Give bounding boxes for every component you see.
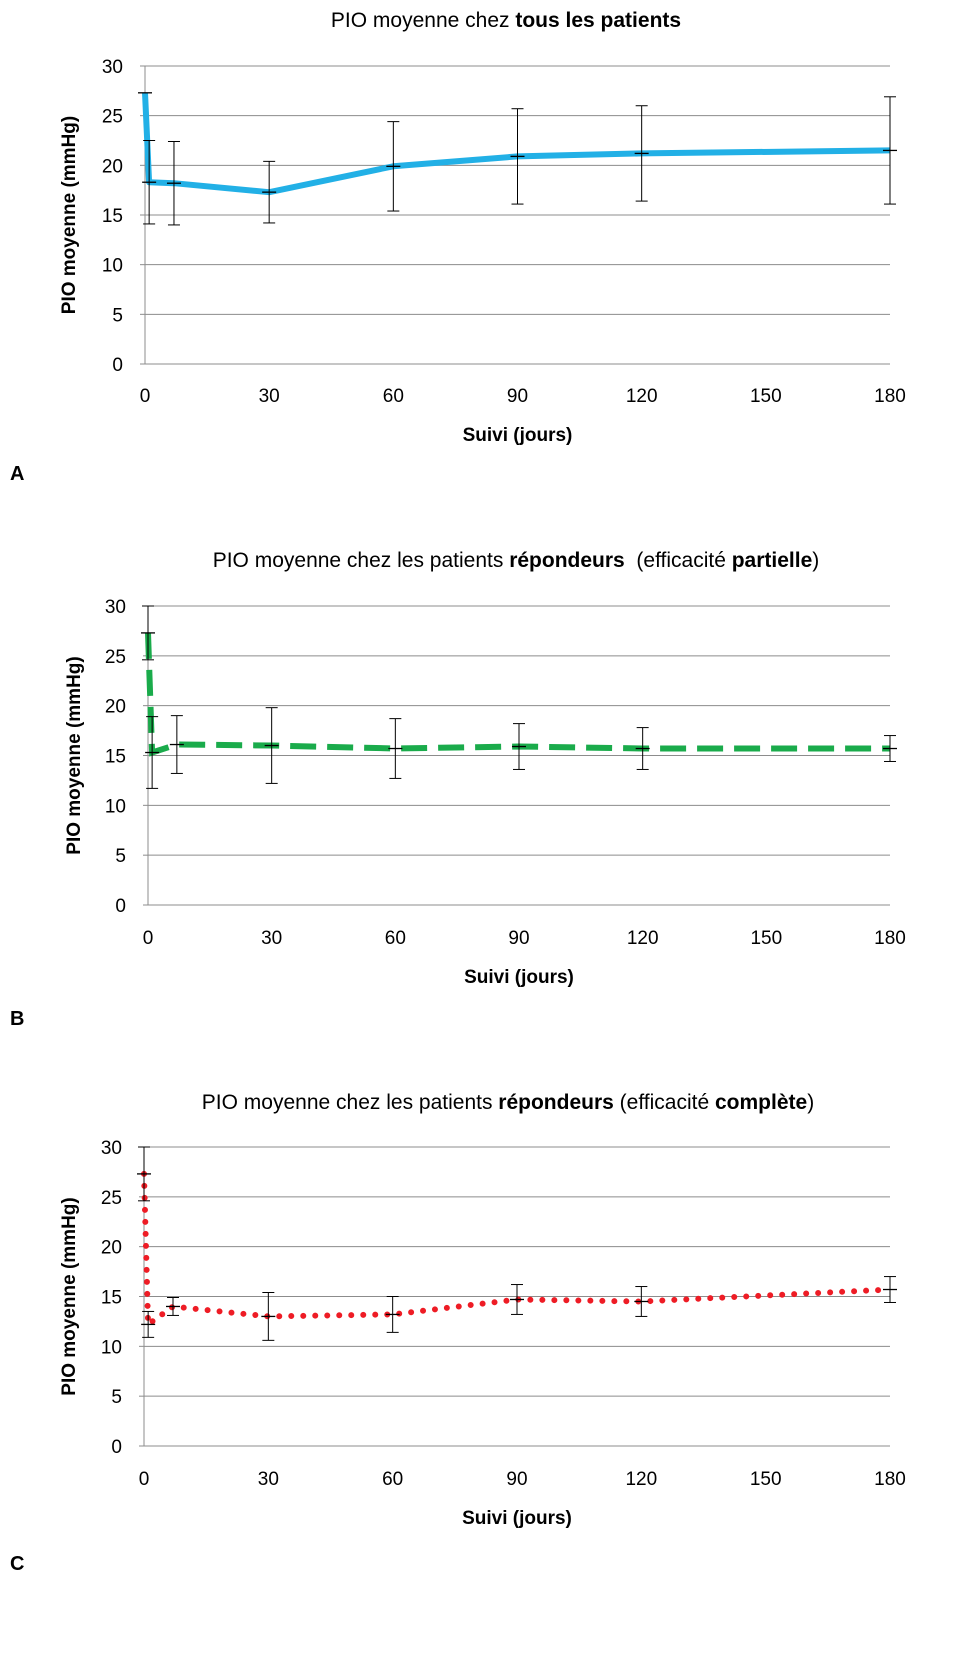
y-axis-label: PIO moyenne (mmHg)	[64, 656, 85, 854]
chart-title-run: )	[812, 549, 819, 572]
y-tick-label: 10	[102, 256, 123, 277]
x-tick-label: 90	[508, 928, 529, 949]
y-tick-label: 25	[101, 1188, 122, 1209]
chart-title-run: répondeurs	[498, 1091, 614, 1114]
x-tick-label: 90	[506, 1469, 527, 1490]
y-tick-label: 30	[101, 1138, 122, 1159]
x-tick-label: 30	[259, 386, 280, 407]
y-tick-label: 15	[105, 747, 126, 768]
series-line	[145, 632, 890, 757]
y-tick-label: 10	[105, 796, 126, 817]
x-tick-label: 180	[874, 1469, 906, 1490]
chart-title-run: partielle	[732, 549, 813, 572]
series-line	[141, 1170, 893, 1331]
y-tick-label: 5	[115, 846, 126, 867]
y-tick-label: 30	[105, 597, 126, 618]
x-tick-label: 150	[750, 1469, 782, 1490]
chart-title-run: (efficacité	[614, 1091, 715, 1114]
panel-letter: A	[10, 463, 24, 485]
x-tick-label: 120	[625, 1469, 657, 1490]
panel-letter: B	[10, 1008, 24, 1030]
chart-panel-B: PIO moyenne chez les patients répondeurs…	[10, 549, 906, 1030]
y-tick-label: 5	[112, 305, 123, 326]
chart-title-run: (efficacité	[625, 549, 732, 572]
x-tick-label: 60	[382, 1469, 403, 1490]
chart-title-run: répondeurs	[509, 549, 625, 572]
y-tick-label: 0	[112, 355, 123, 376]
y-tick-label: 10	[101, 1337, 122, 1358]
x-tick-label: 0	[143, 928, 154, 949]
y-tick-label: 5	[111, 1387, 122, 1408]
x-tick-label: 90	[507, 386, 528, 407]
y-tick-label: 25	[102, 107, 123, 128]
y-tick-label: 0	[115, 896, 126, 917]
chart-title: PIO moyenne chez les patients répondeurs…	[202, 1091, 814, 1114]
chart-title-run: tous les patients	[515, 9, 681, 32]
x-tick-label: 120	[627, 928, 659, 949]
x-tick-label: 180	[874, 386, 906, 407]
y-axis-label: PIO moyenne (mmHg)	[59, 116, 80, 314]
x-tick-label: 0	[139, 1469, 150, 1490]
y-tick-label: 20	[105, 697, 126, 718]
chart-title: PIO moyenne chez tous les patients	[331, 9, 681, 32]
chart-panel-C: PIO moyenne chez les patients répondeurs…	[10, 1091, 906, 1575]
chart-title-run: complète	[715, 1091, 807, 1114]
x-axis-label: Suivi (jours)	[463, 425, 573, 446]
x-tick-label: 150	[750, 928, 782, 949]
x-axis-label: Suivi (jours)	[464, 967, 574, 988]
x-tick-label: 60	[385, 928, 406, 949]
x-tick-label: 30	[261, 928, 282, 949]
x-tick-label: 0	[140, 386, 151, 407]
chart-title: PIO moyenne chez les patients répondeurs…	[213, 549, 820, 572]
y-tick-label: 25	[105, 647, 126, 668]
panel-letter: C	[10, 1553, 24, 1575]
x-tick-label: 120	[626, 386, 658, 407]
y-tick-label: 20	[101, 1238, 122, 1259]
y-tick-label: 15	[102, 206, 123, 227]
chart-title-run: PIO moyenne chez	[331, 9, 515, 32]
y-tick-label: 30	[102, 57, 123, 78]
y-tick-label: 0	[111, 1437, 122, 1458]
x-tick-label: 150	[750, 386, 782, 407]
chart-panel-A: PIO moyenne chez tous les patients 0 5 10 15…	[10, 9, 906, 485]
chart-title-run: )	[807, 1091, 814, 1114]
x-tick-label: 60	[383, 386, 404, 407]
y-tick-label: 15	[101, 1288, 122, 1309]
y-axis-label: PIO moyenne (mmHg)	[59, 1197, 80, 1395]
x-tick-label: 30	[258, 1469, 279, 1490]
x-tick-label: 180	[874, 928, 906, 949]
chart-title-run: PIO moyenne chez les patients	[213, 549, 510, 572]
x-axis-label: Suivi (jours)	[462, 1508, 572, 1529]
y-tick-label: 20	[102, 156, 123, 177]
chart-title-run: PIO moyenne chez les patients	[202, 1091, 499, 1114]
